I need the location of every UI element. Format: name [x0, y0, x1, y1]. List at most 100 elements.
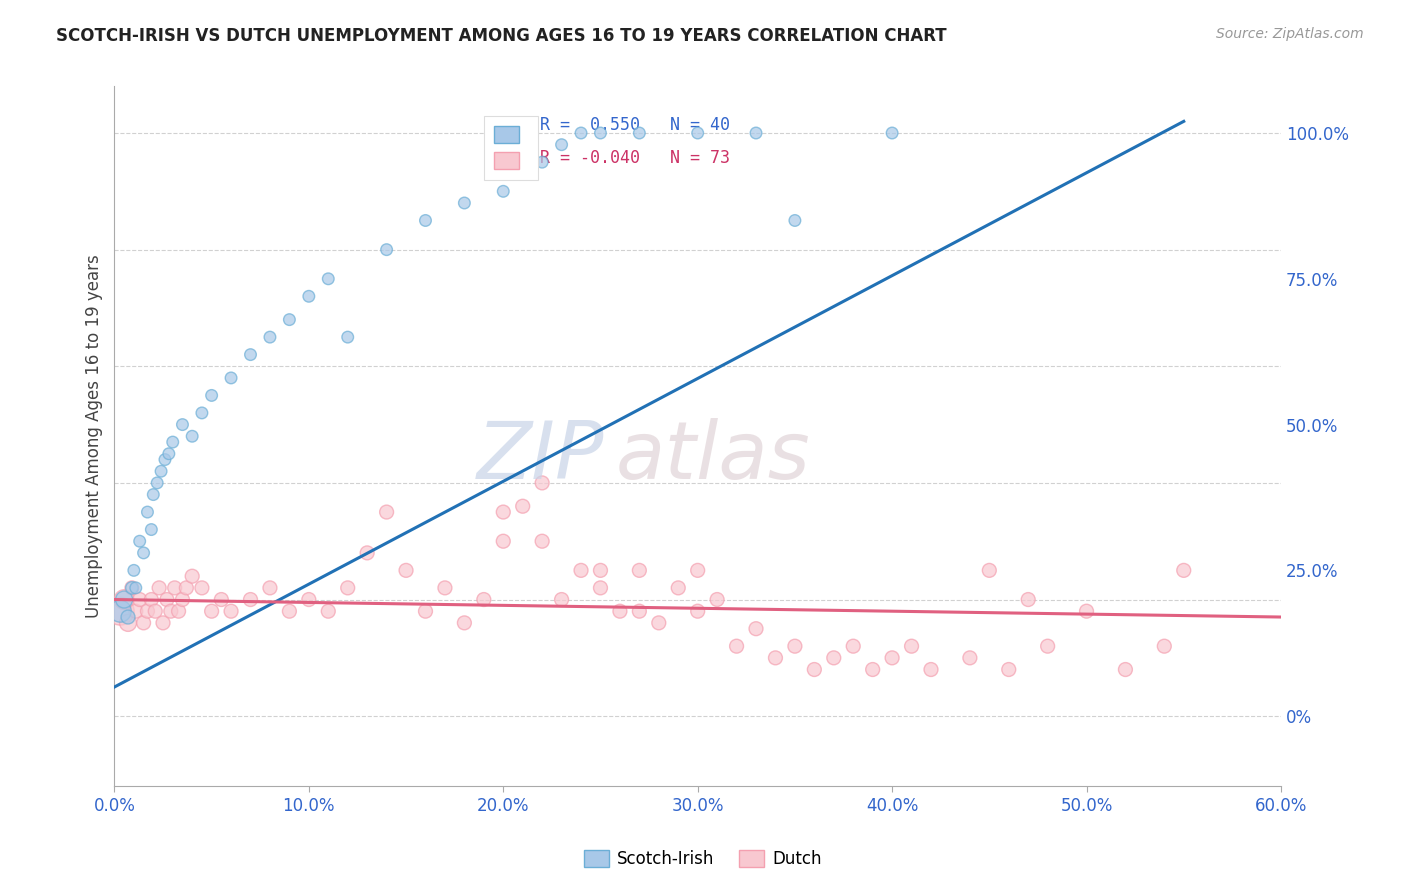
- Point: [1173, 563, 1195, 577]
- Point: [1114, 663, 1136, 677]
- Point: [191, 581, 214, 595]
- Point: [686, 604, 709, 618]
- Point: [842, 639, 865, 653]
- Point: [278, 604, 301, 618]
- Point: [512, 500, 534, 514]
- Point: [628, 126, 651, 140]
- Text: SCOTCH-IRISH VS DUTCH UNEMPLOYMENT AMONG AGES 16 TO 19 YEARS CORRELATION CHART: SCOTCH-IRISH VS DUTCH UNEMPLOYMENT AMONG…: [56, 27, 946, 45]
- Point: [569, 126, 592, 140]
- Point: [882, 126, 904, 140]
- Point: [1076, 604, 1098, 618]
- Point: [121, 581, 143, 595]
- Text: R =  0.550   N = 40: R = 0.550 N = 40: [540, 116, 730, 134]
- Point: [531, 534, 554, 549]
- Point: [136, 604, 159, 618]
- Point: [156, 592, 179, 607]
- Point: [117, 610, 139, 624]
- Text: R = -0.040   N = 73: R = -0.040 N = 73: [540, 149, 730, 167]
- Point: [152, 615, 174, 630]
- Point: [745, 622, 768, 636]
- Point: [259, 330, 281, 344]
- Point: [882, 650, 904, 665]
- Point: [415, 213, 437, 227]
- Point: [153, 452, 176, 467]
- Point: [472, 592, 495, 607]
- Point: [201, 388, 224, 402]
- Point: [745, 126, 768, 140]
- Point: [259, 581, 281, 595]
- Point: [959, 650, 981, 665]
- Point: [433, 581, 456, 595]
- Point: [117, 615, 139, 630]
- Point: [110, 604, 132, 618]
- Point: [132, 546, 155, 560]
- Point: [219, 604, 242, 618]
- Point: [298, 289, 321, 303]
- Point: [336, 581, 359, 595]
- Point: [316, 272, 339, 286]
- Point: [1036, 639, 1059, 653]
- Point: [648, 615, 671, 630]
- Point: [997, 663, 1019, 677]
- Point: [176, 581, 198, 595]
- Point: [375, 243, 398, 257]
- Point: [783, 213, 806, 227]
- Legend: Scotch-Irish, Dutch: Scotch-Irish, Dutch: [576, 843, 830, 875]
- Point: [172, 417, 194, 432]
- Point: [181, 569, 204, 583]
- Point: [1153, 639, 1175, 653]
- Point: [765, 650, 787, 665]
- Point: [375, 505, 398, 519]
- Point: [136, 505, 159, 519]
- Text: Source: ZipAtlas.com: Source: ZipAtlas.com: [1216, 27, 1364, 41]
- Point: [112, 592, 135, 607]
- Point: [550, 137, 572, 152]
- Point: [628, 604, 651, 618]
- Point: [163, 581, 186, 595]
- Point: [159, 604, 181, 618]
- Point: [141, 592, 163, 607]
- Point: [628, 563, 651, 577]
- Point: [142, 487, 165, 501]
- Point: [706, 592, 728, 607]
- Point: [492, 505, 515, 519]
- Point: [239, 348, 262, 362]
- Point: [110, 604, 132, 618]
- Point: [920, 663, 942, 677]
- Point: [112, 592, 135, 607]
- Text: atlas: atlas: [616, 418, 811, 496]
- Point: [783, 639, 806, 653]
- Point: [686, 126, 709, 140]
- Text: ZIP: ZIP: [477, 418, 605, 496]
- Point: [725, 639, 748, 653]
- Point: [128, 592, 150, 607]
- Point: [239, 592, 262, 607]
- Point: [492, 184, 515, 198]
- Point: [141, 523, 163, 537]
- Point: [356, 546, 378, 560]
- Point: [823, 650, 845, 665]
- Point: [453, 196, 475, 211]
- Point: [157, 447, 180, 461]
- Y-axis label: Unemployment Among Ages 16 to 19 years: Unemployment Among Ages 16 to 19 years: [86, 254, 103, 618]
- Point: [589, 581, 612, 595]
- Point: [900, 639, 922, 653]
- Point: [121, 581, 143, 595]
- Point: [803, 663, 825, 677]
- Point: [148, 581, 170, 595]
- Point: [150, 464, 173, 478]
- Point: [209, 592, 232, 607]
- Point: [395, 563, 418, 577]
- Point: [531, 155, 554, 169]
- Point: [979, 563, 1001, 577]
- Point: [172, 592, 194, 607]
- Point: [128, 534, 150, 549]
- Point: [167, 604, 190, 618]
- Point: [132, 615, 155, 630]
- Point: [1017, 592, 1039, 607]
- Point: [122, 563, 145, 577]
- Point: [336, 330, 359, 344]
- Point: [453, 615, 475, 630]
- Point: [146, 475, 169, 490]
- Point: [191, 406, 214, 420]
